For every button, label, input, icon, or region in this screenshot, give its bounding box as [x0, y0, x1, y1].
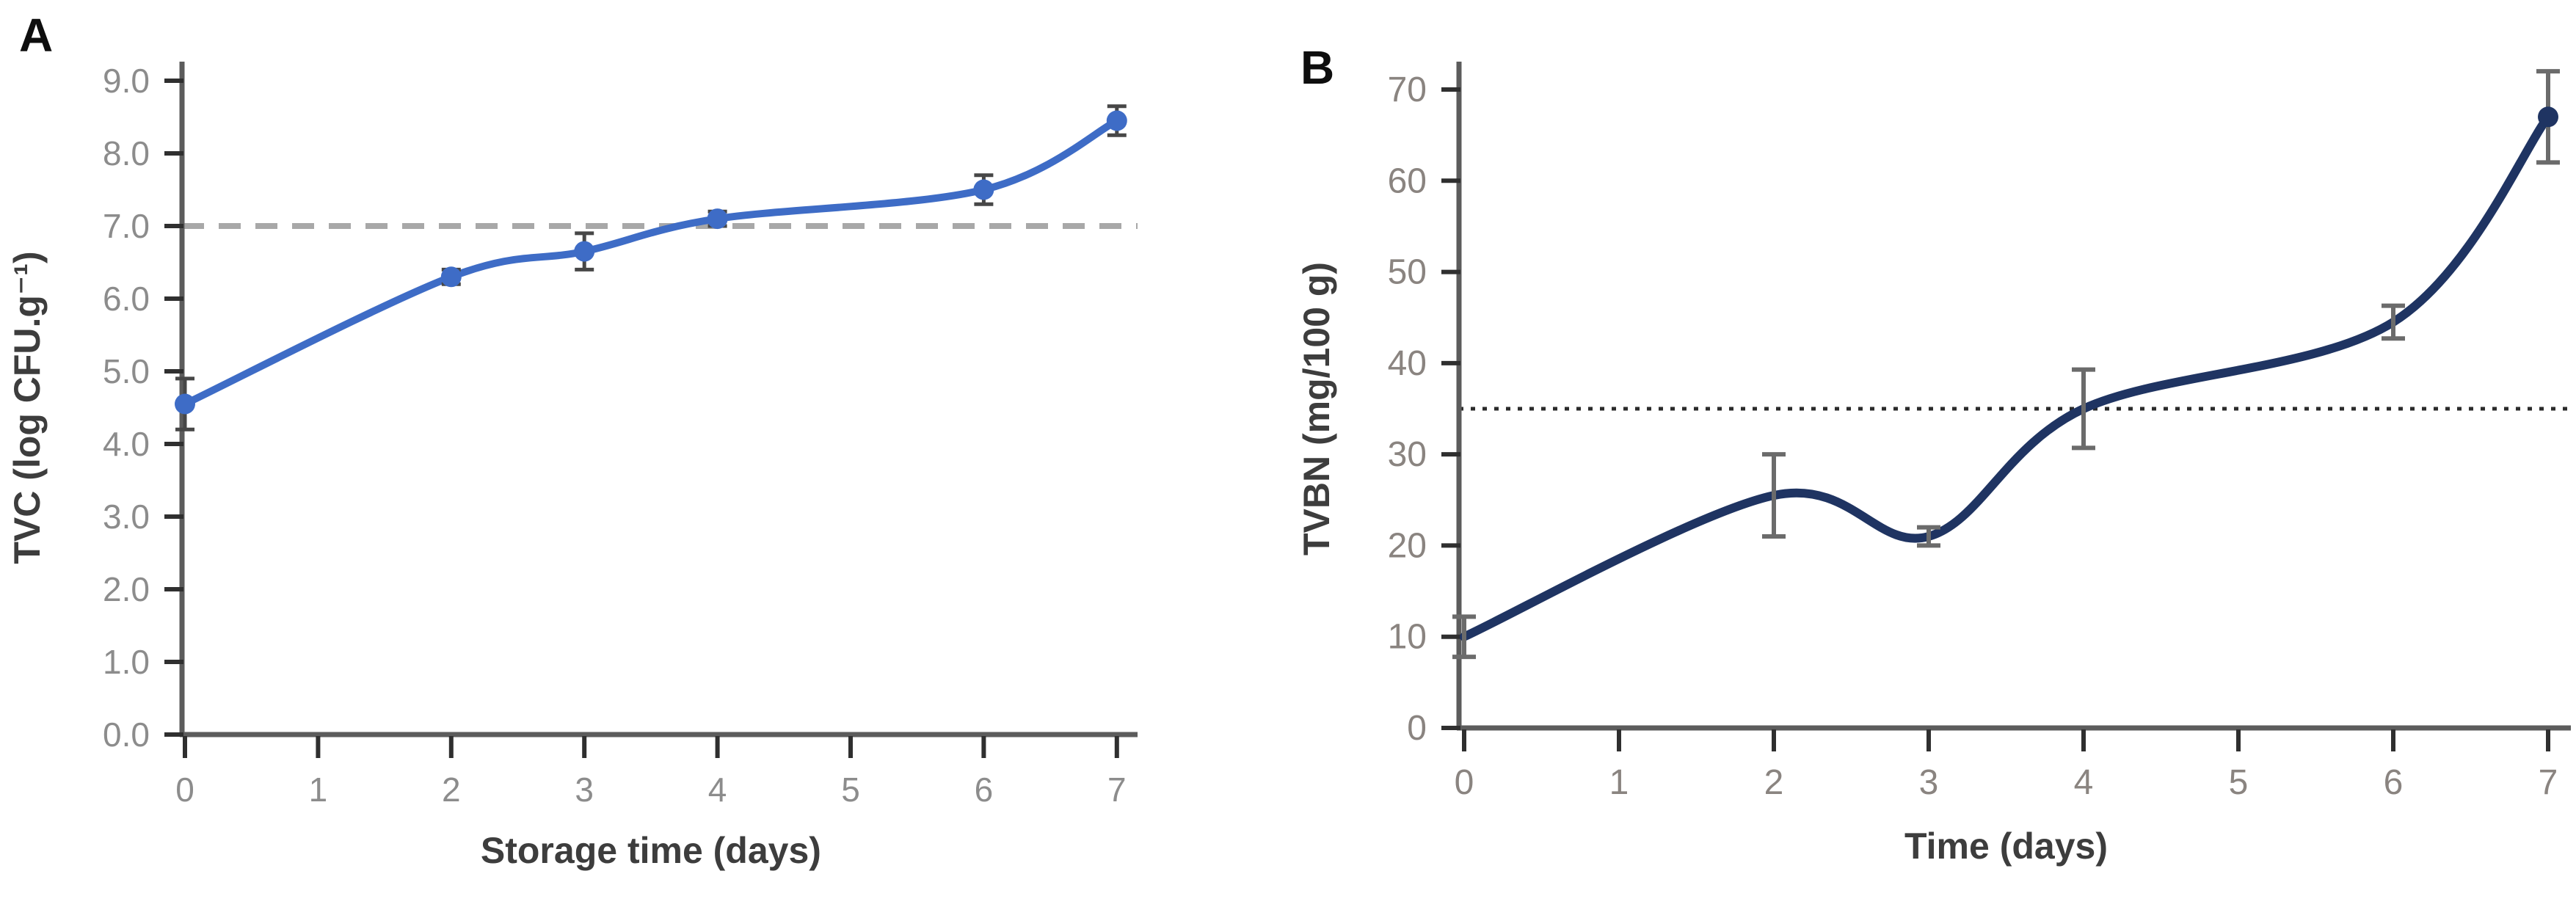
x-tick-label: 6 [2384, 763, 2404, 802]
error-bar [1917, 525, 1940, 548]
y-tick-label: 70 [1388, 70, 1427, 109]
panel-b-letter: B [1300, 41, 1335, 94]
y-tick-label: 50 [1388, 253, 1427, 292]
x-tick-label: 1 [309, 771, 328, 809]
x-tick-label: 5 [2229, 763, 2249, 802]
data-series-line [1460, 112, 2553, 641]
y-tick-label: 6.0 [103, 280, 150, 318]
x-tick-label: 5 [841, 771, 860, 809]
error-bar [1452, 614, 1476, 660]
y-tick-label: 7.0 [103, 207, 150, 245]
x-tick-label: 1 [1609, 763, 1629, 802]
x-tick-label: 2 [1764, 763, 1784, 802]
y-tick-label: 3.0 [103, 498, 150, 536]
data-point-marker [574, 241, 595, 262]
data-point-marker [175, 393, 195, 415]
y-tick-label: 60 [1388, 161, 1427, 200]
x-tick-label: 6 [975, 771, 994, 809]
y-axis-title: TVBN (mg/100 g) [1296, 262, 1337, 556]
y-tick-label: 40 [1388, 344, 1427, 383]
panel-a: A 0.0 1.0 2.0 3.0 4.0 5.0 6.0 7.0 8.0 9.0 0 1 2 3 4 5 6 7… [7, 9, 1138, 871]
y-axis-title: TVC (log CFU.g⁻¹) [7, 251, 48, 564]
y-tick-label: 4.0 [103, 425, 150, 463]
error-bar [1762, 452, 1786, 539]
x-axis-title: Storage time (days) [481, 830, 821, 871]
x-axis-title: Time (days) [1904, 826, 2108, 867]
x-tick-label: 7 [2539, 763, 2558, 802]
y-tick-label: 5.0 [103, 352, 150, 390]
x-tick-label: 0 [175, 771, 194, 809]
y-tick-label: 30 [1388, 435, 1427, 474]
panel-b: B 0 10 20 30 40 50 60 70 0 1 2 3 4 5 6 7 Time (days) TVBN… [1288, 0, 2576, 907]
y-tick-label: 0 [1407, 709, 1427, 748]
x-tick-label: 4 [708, 771, 727, 809]
data-point-marker [707, 208, 728, 230]
data-point-marker [973, 179, 994, 200]
y-tick-label: 8.0 [103, 134, 150, 172]
x-tick-label: 2 [442, 771, 461, 809]
x-tick-label: 7 [1107, 771, 1127, 809]
y-tick-label: 1.0 [103, 643, 150, 681]
x-tick-label: 3 [575, 771, 594, 809]
x-tick-label: 4 [2074, 763, 2094, 802]
y-tick-label: 9.0 [103, 62, 150, 100]
x-tick-label: 3 [1919, 763, 1939, 802]
data-point-marker [1106, 110, 1127, 131]
data-point-marker [440, 266, 462, 288]
panel-a-letter: A [19, 9, 54, 62]
data-point-marker [2538, 106, 2558, 128]
data-series-line [181, 117, 1121, 408]
error-bar [2072, 367, 2095, 451]
tvc-chart: 0.0 1.0 2.0 3.0 4.0 5.0 6.0 7.0 8.0 9.0 0 1 2 3 4 5 6 7 St… [7, 62, 1138, 871]
y-tick-label: 20 [1388, 526, 1427, 565]
x-tick-label: 0 [1455, 763, 1474, 802]
y-tick-label: 10 [1388, 618, 1427, 657]
tvbn-chart: 0 10 20 30 40 50 60 70 0 1 2 3 4 5 6 7 Time (days) TVBN (… [1296, 62, 2571, 867]
y-tick-label: 0.0 [103, 715, 150, 754]
error-bar [2382, 303, 2405, 341]
y-tick-label: 2.0 [103, 570, 150, 608]
